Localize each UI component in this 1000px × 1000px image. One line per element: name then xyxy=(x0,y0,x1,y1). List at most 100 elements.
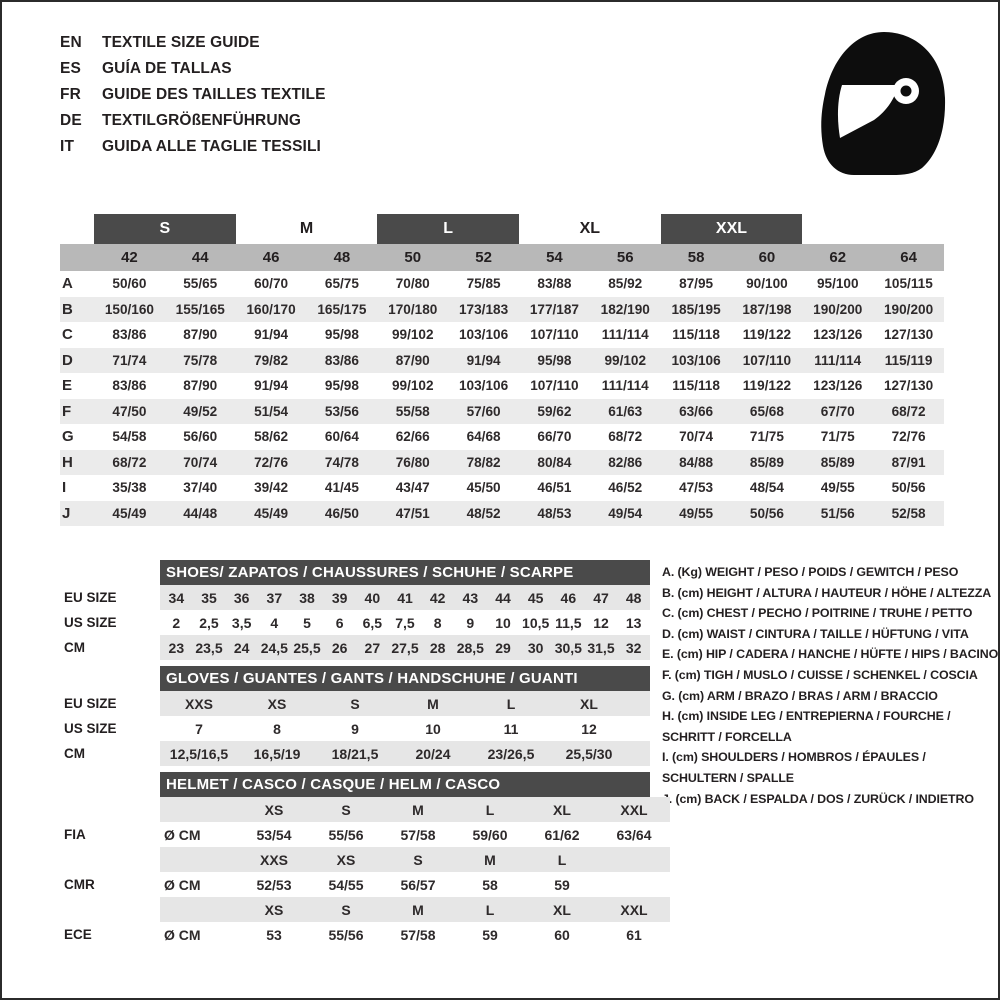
gloves-cell: L xyxy=(506,695,516,712)
helmet-size-header-values: XS S M L XL XXL xyxy=(160,897,670,922)
gloves-row: EU SIZE XXS XS S M L XL xyxy=(60,691,650,716)
gloves-cell: S xyxy=(350,695,360,712)
helmet-value-cell: 59 xyxy=(482,926,498,943)
measurement-cell: 55/65 xyxy=(183,276,218,292)
helmet-size-header-values: XS S M L XL XXL xyxy=(160,797,670,822)
measurement-cell: 47/50 xyxy=(112,403,147,419)
helmet-value-cell: 63/64 xyxy=(616,826,652,843)
helmet-unit: Ø CM xyxy=(164,926,201,943)
measurement-cell: 45/49 xyxy=(254,505,289,521)
row-label: B xyxy=(62,300,73,318)
shoes-cell: 34 xyxy=(168,589,185,606)
table-row: B 150/160 155/165 160/170 165/175 170/180 173/… xyxy=(60,296,944,322)
shoes-cell: 30 xyxy=(527,639,544,656)
helmet-size-label: XS xyxy=(264,801,284,818)
helmet-size-label: L xyxy=(557,851,567,868)
size-band-m: M xyxy=(235,214,378,244)
table-row: G 54/58 56/60 58/62 60/64 62/66 64/68 66/70 68/7… xyxy=(60,424,944,450)
shoes-cell: 43 xyxy=(462,589,479,606)
row-label: C xyxy=(62,326,73,344)
row-label: H xyxy=(62,453,73,471)
measurement-cell: 91/94 xyxy=(254,378,289,394)
header-lang-code: IT xyxy=(60,138,75,155)
measurement-cell: 99/102 xyxy=(391,378,434,394)
measurement-cell: 51/54 xyxy=(254,403,289,419)
header-line: IT GUIDA ALLE TAGLIE TESSILI xyxy=(60,138,326,164)
measurement-cell: 95/98 xyxy=(537,352,572,368)
helmet-value-cell: 53/54 xyxy=(256,826,292,843)
measurement-cell: 80/84 xyxy=(537,454,572,470)
helmet-size-header-row: XS S M L XL XXL xyxy=(60,797,670,822)
shoes-cell: 46 xyxy=(560,589,577,606)
size-band-xl: XL xyxy=(519,214,661,244)
measurement-cell: 46/52 xyxy=(608,480,643,496)
measurement-cell: 47/53 xyxy=(679,480,714,496)
measurement-cell: 95/98 xyxy=(324,327,359,343)
measurement-cell: 45/49 xyxy=(112,505,147,521)
size-value: 52 xyxy=(475,249,492,266)
helmet-standard-label: FIA xyxy=(64,827,86,842)
measurement-cell: 56/60 xyxy=(183,429,218,445)
size-value: 42 xyxy=(121,249,138,266)
header-line: ES GUÍA DE TALLAS xyxy=(60,60,326,86)
header-lang-text: GUÍA DE TALLAS xyxy=(102,60,232,77)
size-value: 60 xyxy=(758,249,776,266)
table-row: A 50/60 55/65 60/70 65/75 70/80 75/85 83/88 85/9… xyxy=(60,271,944,297)
table-row: C 83/86 87/90 91/94 95/98 99/102 103/106 107/11… xyxy=(60,322,944,348)
shoes-cell: 11,5 xyxy=(555,614,582,631)
measurement-cell: 49/55 xyxy=(679,505,714,521)
shoes-cell: 6 xyxy=(335,614,344,631)
gloves-row: CM 12,5/16,5 16,5/19 18/21,5 20/24 23/26,5 25,… xyxy=(60,741,650,766)
measurement-cell: 70/80 xyxy=(395,276,430,292)
measurement-cell: 76/80 xyxy=(395,454,430,470)
measurement-cell: 53/56 xyxy=(324,403,359,419)
helmet-size-label: M xyxy=(412,901,424,918)
equipment-tables: SHOES/ ZAPATOS / CHAUSSURES / SCHUHE / S… xyxy=(60,560,670,953)
measurement-cell: 70/74 xyxy=(679,429,714,445)
measurement-cell: 59/62 xyxy=(537,403,572,419)
measurement-cell: 87/90 xyxy=(183,327,218,343)
legend-item: G. (cm) ARM / BRAZO / BRAS / ARM / BRACC… xyxy=(662,688,938,703)
gloves-row: US SIZE 7 8 9 10 11 12 xyxy=(60,716,650,741)
shoes-row: US SIZE 2 2,5 3,5 4 5 6 6,5 7,5 8 9 10 10,5 11,5 12 13 xyxy=(60,610,650,635)
measurement-cell: 123/126 xyxy=(813,327,863,343)
row-label: A xyxy=(62,275,73,293)
measurement-cell: 57/60 xyxy=(466,403,501,419)
measurement-cell: 35/38 xyxy=(112,480,147,496)
measurement-cell: 115/119 xyxy=(884,352,933,368)
measurement-cell: 66/70 xyxy=(537,429,572,445)
size-value: 62 xyxy=(829,249,847,266)
measurement-cell: 111/114 xyxy=(601,378,649,394)
helmet-size-label: XL xyxy=(553,901,571,918)
measurement-cell: 107/110 xyxy=(530,378,579,394)
gloves-cell: 11 xyxy=(503,720,519,737)
textile-measurements-table: S M L XL XXL 42 44 46 48 50 52 54 56 58 60 62 64 A 50/60… xyxy=(60,214,944,526)
measurement-cell: 165/175 xyxy=(317,301,367,317)
header-lang-code: DE xyxy=(60,112,82,129)
measurement-cell: 37/40 xyxy=(183,480,218,496)
measurement-cell: 177/187 xyxy=(529,301,579,317)
shoes-section: SHOES/ ZAPATOS / CHAUSSURES / SCHUHE / S… xyxy=(60,560,650,660)
helmet-value-cell: 61 xyxy=(626,926,642,943)
shoes-cell: 2 xyxy=(172,614,181,631)
shoes-cell: 3,5 xyxy=(231,614,252,631)
gloves-cell: 8 xyxy=(273,720,281,737)
helmet-unit: Ø CM xyxy=(164,826,201,843)
measurement-cell: 52/58 xyxy=(891,505,926,521)
measurements-body: A 50/60 55/65 60/70 65/75 70/80 75/85 83/88 85/9… xyxy=(60,271,944,526)
measurement-cell: 107/110 xyxy=(530,327,579,343)
measurement-cell: 85/89 xyxy=(820,454,855,470)
table-row: J 45/49 44/48 45/49 46/50 47/51 48/52 48/53 49/5… xyxy=(60,500,944,526)
measurement-cell: 45/50 xyxy=(466,480,501,496)
gloves-values: 7 8 9 10 11 12 xyxy=(160,716,650,741)
shoes-cell: 27 xyxy=(364,639,381,656)
helmet-value-cell: 52/53 xyxy=(256,876,292,893)
size-value: 50 xyxy=(404,249,422,266)
shoes-cell: 25,5 xyxy=(293,639,321,656)
measurement-cell: 49/55 xyxy=(820,480,855,496)
legend-item: H. (cm) INSIDE LEG / ENTREPIERNA / FOURC… xyxy=(662,709,951,724)
size-band-l: L xyxy=(377,214,519,244)
measurement-cell: 87/95 xyxy=(679,276,714,292)
measurement-cell: 105/115 xyxy=(884,276,933,292)
